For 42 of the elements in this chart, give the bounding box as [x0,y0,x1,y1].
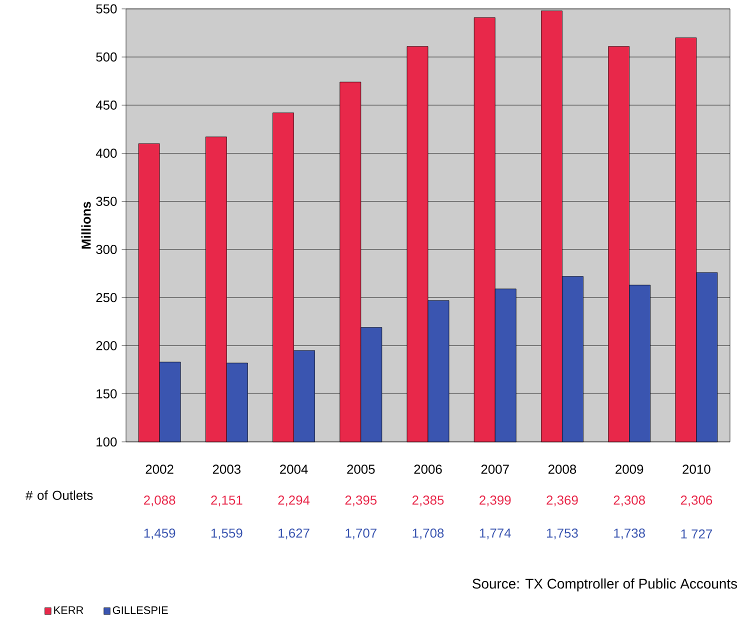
x-tick-label: 2007 [481,464,509,474]
legend-label: GILLESPIE [112,606,168,614]
y-tick-label: 500 [96,52,117,62]
text: 1,707 [346,528,376,540]
text: 2,088 [144,496,176,506]
text: 1,738 [614,528,645,540]
text: 2,308 [614,496,645,506]
x-tick-label: 2003 [212,464,241,474]
text: 2,395 [345,496,377,506]
x-tick-label: 2010 [682,464,710,474]
x-tick-label: 2006 [414,464,442,474]
text: 2,151 [211,496,242,506]
text: 1,459 [144,528,176,540]
y-axis-title: Millions [81,202,91,249]
x-tick-label: 2009 [616,464,644,474]
source-note: Source: TX Comptroller of Public Accounts [472,578,738,592]
x-tick-label: 2004 [280,464,308,474]
y-tick-label: 100 [96,437,117,447]
text: 1,708 [412,528,444,540]
legend-label: KERR [54,606,84,614]
x-tick-label: 2008 [548,464,576,474]
y-tick-label: 200 [96,341,117,350]
y-tick-label: 250 [96,293,117,302]
text: 2,369 [546,496,578,506]
text: 2,385 [412,496,444,506]
text: 2,294 [278,496,310,506]
text: 1 727 [681,529,712,538]
y-tick-label: 550 [96,4,117,14]
x-tick-label: 2002 [146,464,174,474]
text: 1,627 [278,528,310,540]
text: 2,399 [480,496,511,506]
text: 2,306 [680,496,712,506]
text: 1,753 [547,528,578,540]
y-tick-label: 300 [96,244,117,254]
y-tick-label: 400 [96,148,117,158]
text: 1,559 [211,528,242,540]
text: 1,774 [480,528,511,540]
x-tick-label: 2005 [347,464,375,474]
y-tick-label: 350 [96,196,117,206]
text: # of Outlets [26,490,93,500]
y-tick-label: 450 [96,100,117,110]
y-tick-label: 150 [96,389,117,398]
